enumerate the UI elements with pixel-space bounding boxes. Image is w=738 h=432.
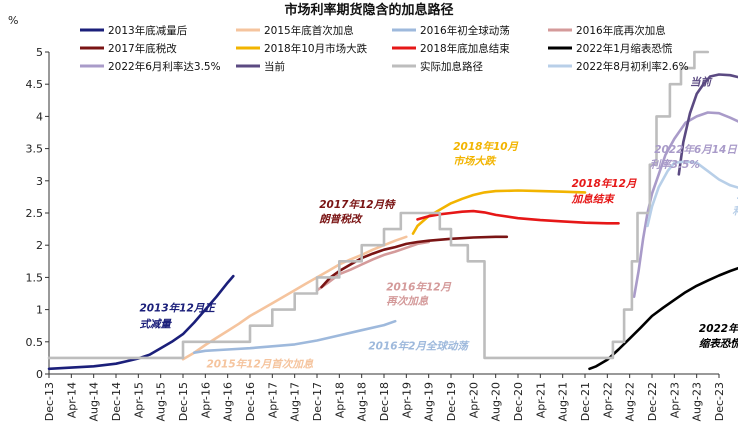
legend-label: 2022年8月初利率2.6% — [576, 60, 689, 73]
x-tick-label: Dec-16 — [244, 382, 257, 421]
annotation-text: 再次加息 — [386, 294, 428, 307]
legend-label: 2016年初全球动荡 — [420, 24, 510, 37]
y-axis-label: % — [8, 14, 18, 27]
x-tick-label: Aug-17 — [289, 382, 302, 421]
x-tick-label: Apr-20 — [467, 382, 480, 418]
legend-label: 2018年底加息结束 — [420, 42, 510, 55]
x-tick-label: Aug-21 — [557, 382, 570, 421]
y-tick-label: 0.5 — [26, 336, 44, 349]
legend-label: 2017年底税改 — [108, 42, 177, 55]
annotation-text: 利率3.5% — [650, 158, 700, 171]
x-tick-label: Apr-16 — [199, 382, 212, 418]
y-tick-label: 4.5 — [26, 78, 44, 91]
x-tick-label: Aug-23 — [691, 382, 704, 421]
annotation-text: 2013年12月正 — [139, 302, 216, 315]
y-tick-label: 1.5 — [26, 271, 44, 284]
annotation-text: 朗普税改 — [319, 213, 362, 226]
x-tick-label: Dec-15 — [177, 382, 190, 421]
x-tick-label: Apr-19 — [400, 382, 413, 418]
x-tick-label: Aug-18 — [356, 382, 369, 421]
x-tick-label: Apr-22 — [601, 382, 614, 418]
y-tick-label: 0 — [36, 368, 43, 381]
legend-label: 2022年1月缩表恐慌 — [576, 42, 673, 55]
annotation-text: 式减量 — [139, 318, 172, 331]
annotation-text: 2016年2月全球动荡 — [368, 340, 470, 353]
series-line — [320, 235, 509, 289]
x-tick-label: Aug-16 — [222, 382, 235, 421]
x-axis: Dec-13 Apr-14 Aug-14 Dec-14 Apr-15 Aug-15 Dec-… — [43, 374, 726, 421]
annotation-text: 2016年12月 — [386, 280, 451, 293]
chart-title: 市场利率期货隐含的加息路径 — [284, 2, 453, 18]
x-tick-label: Dec-19 — [445, 382, 458, 421]
series-line — [47, 274, 235, 371]
x-tick-label: Aug-15 — [155, 382, 168, 421]
annotation-text: 市场大跌 — [453, 155, 496, 168]
y-tick-label: 3 — [36, 175, 43, 188]
series-line — [588, 266, 738, 371]
series-line — [47, 50, 710, 360]
y-tick-label: 5 — [36, 46, 43, 59]
y-tick-label: 2 — [36, 239, 43, 252]
x-tick-label: Dec-22 — [646, 382, 659, 421]
x-tick-label: Aug-14 — [88, 382, 101, 421]
axes — [48, 52, 719, 375]
annotation-text: 利率2.6% — [732, 204, 738, 217]
y-axis: 0 0.5 1 1.5 2 2.5 3 3.5 4 4.5 5 — [26, 46, 49, 381]
legend-label: 2018年10月市场大跌 — [264, 42, 368, 55]
annotation-text: 2017年12月特 — [319, 198, 396, 211]
annotation-text: 2015年12月首次加息 — [206, 358, 313, 371]
annotation-text: 2018年12月 — [572, 177, 637, 190]
x-tick-label: Apr-23 — [668, 382, 681, 418]
legend-label: 2016年底再次加息 — [576, 24, 666, 37]
annotation-text: 2022年1月 — [699, 322, 738, 335]
x-tick-label: Apr-15 — [132, 382, 145, 418]
x-tick-label: Dec-21 — [579, 382, 592, 421]
y-tick-label: 3.5 — [26, 143, 44, 156]
legend-label: 实际加息路径 — [420, 60, 483, 73]
series-line — [646, 160, 738, 228]
x-tick-label: Dec-20 — [512, 382, 525, 421]
x-tick-label: Dec-18 — [378, 382, 391, 421]
annotation-text: 加息结束 — [571, 193, 615, 206]
legend-label: 2022年6月利率达3.5% — [108, 60, 221, 73]
x-tick-label: Apr-18 — [333, 382, 346, 418]
x-tick-label: Dec-14 — [110, 382, 123, 421]
y-tick-label: 1 — [36, 304, 43, 317]
series-line — [632, 111, 738, 298]
legend-label: 2015年底首次加息 — [264, 24, 354, 37]
series-group — [47, 50, 738, 371]
x-tick-label: Apr-14 — [65, 382, 78, 418]
x-tick-label: Aug-19 — [423, 382, 436, 421]
x-tick-label: Apr-17 — [266, 382, 279, 418]
x-tick-label: Apr-21 — [534, 382, 547, 418]
legend: 2013年底减量后 2015年底首次加息 2016年初全球动荡 2016年底再次加息 2… — [80, 24, 689, 73]
annotation-text: 2018年10月 — [453, 140, 518, 153]
legend-label: 当前 — [264, 60, 285, 73]
series-line — [416, 209, 620, 225]
legend-label: 2013年底减量后 — [108, 24, 187, 37]
x-tick-label: Aug-20 — [490, 382, 503, 421]
series-line — [192, 319, 397, 354]
annotation-text: 2022年8月初 — [737, 189, 738, 202]
x-tick-label: Dec-23 — [713, 382, 726, 421]
series-line — [181, 235, 408, 361]
y-tick-label: 4 — [36, 110, 43, 123]
x-tick-label: Aug-22 — [624, 382, 637, 421]
x-tick-label: Dec-17 — [311, 382, 324, 421]
y-tick-label: 2.5 — [26, 207, 44, 220]
annotation-text: 2022年6月14日 — [654, 143, 738, 156]
annotation-text: 缩表恐慌 — [699, 337, 738, 350]
annotation-text: 当前 — [690, 75, 713, 88]
series-line — [677, 73, 738, 176]
x-tick-label: Dec-13 — [43, 382, 56, 421]
